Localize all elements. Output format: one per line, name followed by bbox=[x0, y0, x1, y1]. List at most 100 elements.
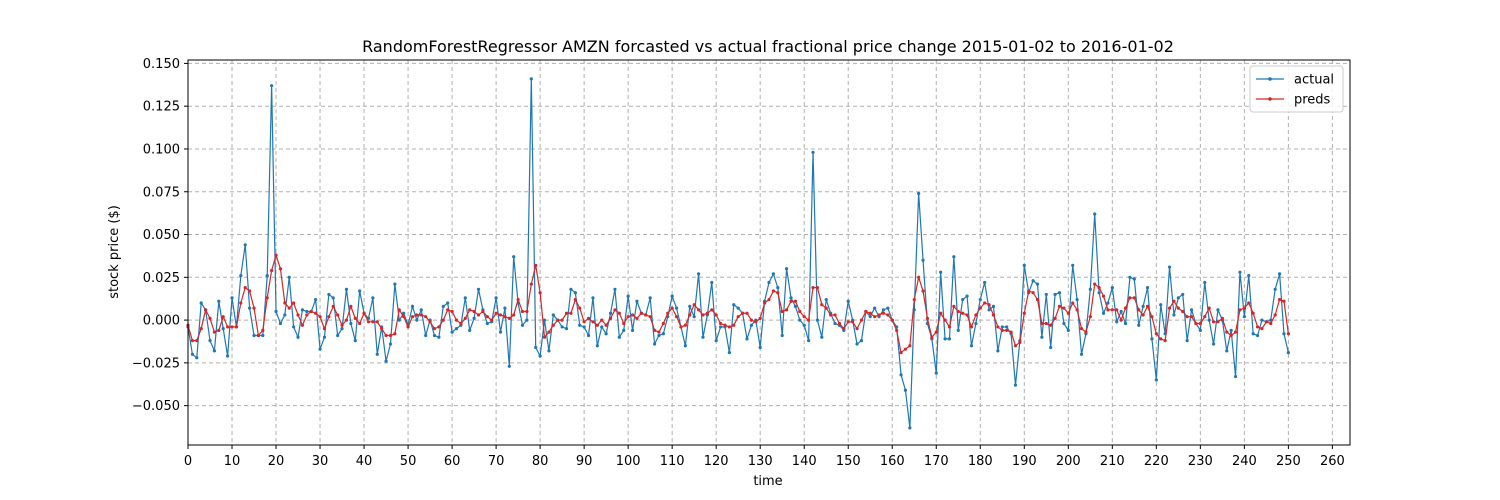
point-actual bbox=[265, 274, 269, 278]
x-tick-label: 20 bbox=[268, 454, 285, 469]
point-actual bbox=[1277, 272, 1282, 276]
point-preds bbox=[349, 304, 353, 308]
point-preds bbox=[899, 351, 903, 355]
point-preds bbox=[1282, 299, 1286, 303]
point-preds bbox=[622, 321, 626, 326]
point-actual bbox=[727, 351, 731, 355]
point-preds bbox=[740, 311, 745, 315]
point-preds bbox=[877, 313, 881, 317]
point-actual bbox=[371, 296, 375, 300]
point-preds bbox=[1084, 330, 1088, 334]
point-actual bbox=[208, 339, 212, 343]
point-actual bbox=[494, 296, 498, 300]
point-actual bbox=[1115, 320, 1119, 324]
point-preds bbox=[833, 313, 837, 317]
point-preds bbox=[965, 313, 969, 317]
point-actual bbox=[397, 318, 401, 322]
point-preds bbox=[859, 318, 864, 322]
point-preds bbox=[516, 297, 520, 302]
point-preds bbox=[463, 316, 467, 320]
point-actual bbox=[551, 313, 555, 317]
point-preds bbox=[1110, 308, 1114, 312]
point-preds bbox=[1233, 330, 1238, 334]
point-preds bbox=[1031, 291, 1035, 295]
point-preds bbox=[1106, 308, 1110, 312]
y-tick-label: 0.075 bbox=[143, 185, 180, 200]
point-actual bbox=[336, 333, 340, 338]
point-actual bbox=[424, 333, 428, 338]
point-actual bbox=[195, 356, 199, 360]
point-actual bbox=[630, 328, 635, 332]
point-actual bbox=[776, 285, 780, 290]
point-actual bbox=[278, 321, 283, 326]
point-actual bbox=[903, 388, 908, 392]
point-preds bbox=[630, 313, 635, 317]
point-actual bbox=[674, 306, 679, 310]
point-preds bbox=[670, 306, 674, 310]
point-actual bbox=[419, 308, 423, 312]
point-actual bbox=[767, 280, 771, 285]
point-actual bbox=[1176, 296, 1180, 300]
point-actual bbox=[780, 333, 784, 338]
point-preds bbox=[1207, 306, 1211, 310]
point-preds bbox=[586, 316, 591, 320]
point-preds bbox=[762, 301, 767, 305]
point-preds bbox=[265, 296, 269, 300]
point-preds bbox=[358, 321, 362, 326]
point-actual bbox=[899, 373, 903, 377]
point-actual bbox=[569, 287, 573, 291]
point-preds bbox=[525, 309, 529, 314]
point-preds bbox=[873, 315, 877, 319]
point-preds bbox=[591, 320, 595, 324]
point-actual bbox=[1000, 325, 1004, 329]
point-preds bbox=[318, 315, 322, 319]
y-tick-label: 0.000 bbox=[143, 314, 180, 329]
point-preds bbox=[1132, 296, 1136, 300]
point-preds bbox=[727, 325, 731, 329]
point-actual bbox=[1097, 291, 1101, 295]
point-preds bbox=[503, 315, 507, 319]
point-preds bbox=[534, 263, 538, 267]
point-actual bbox=[578, 323, 582, 327]
legend-label-actual: actual bbox=[1294, 73, 1334, 88]
point-preds bbox=[974, 313, 978, 317]
point-actual bbox=[230, 296, 234, 300]
point-actual bbox=[807, 339, 811, 343]
point-preds bbox=[639, 311, 643, 315]
point-preds bbox=[987, 303, 991, 307]
point-actual bbox=[450, 330, 454, 334]
point-preds bbox=[415, 313, 419, 317]
point-preds bbox=[573, 297, 577, 302]
point-preds bbox=[564, 311, 569, 315]
point-actual bbox=[560, 325, 564, 329]
point-preds bbox=[895, 328, 899, 332]
point-preds bbox=[270, 268, 274, 273]
point-actual bbox=[327, 292, 331, 297]
x-tick-label: 140 bbox=[792, 454, 817, 469]
point-preds bbox=[815, 285, 820, 290]
point-actual bbox=[525, 318, 529, 322]
point-preds bbox=[283, 301, 287, 305]
point-preds bbox=[917, 275, 921, 279]
point-actual bbox=[613, 287, 617, 291]
point-actual bbox=[1216, 308, 1220, 312]
point-preds bbox=[261, 328, 265, 332]
point-preds bbox=[939, 311, 943, 315]
x-tick-label: 180 bbox=[968, 454, 993, 469]
point-preds bbox=[380, 327, 384, 331]
point-preds bbox=[961, 311, 965, 315]
point-actual bbox=[921, 258, 925, 262]
x-tick-label: 170 bbox=[924, 454, 949, 469]
point-preds bbox=[1053, 316, 1057, 320]
point-preds bbox=[947, 325, 952, 329]
point-actual bbox=[1159, 303, 1163, 307]
point-preds bbox=[969, 325, 974, 329]
point-actual bbox=[956, 328, 960, 332]
point-preds bbox=[1000, 328, 1004, 332]
x-tick-label: 70 bbox=[488, 454, 505, 469]
point-preds bbox=[855, 327, 859, 331]
point-preds bbox=[1022, 311, 1026, 315]
y-tick-label: 0.125 bbox=[143, 100, 180, 115]
point-actual bbox=[824, 297, 828, 302]
point-preds bbox=[903, 347, 908, 351]
